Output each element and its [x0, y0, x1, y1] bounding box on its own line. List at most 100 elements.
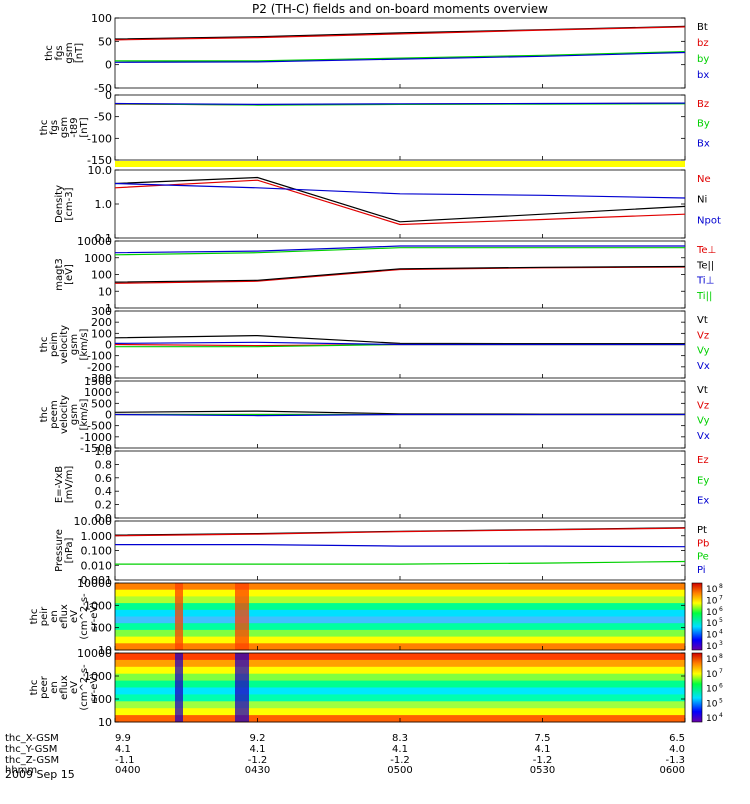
- footer-value: 4.1: [115, 744, 131, 755]
- y-tick-label: 1000: [84, 386, 112, 399]
- y-tick-label: 10: [98, 644, 112, 657]
- colorbar-tick-label: 10: [706, 631, 718, 641]
- legend-entry: Te||: [696, 260, 714, 271]
- legend-entry: Pi: [697, 565, 706, 576]
- panel-frame: [114, 240, 686, 309]
- y-axis-label: magt3[eV]: [54, 258, 75, 291]
- y-tick-label: -1000: [80, 431, 112, 444]
- panel-p2: 0 -50 -100 -150 thcfgsgsm-t89[nT] Bz By Bx: [39, 89, 710, 167]
- footer-value: 0400: [115, 765, 140, 776]
- y-tick-label: 0.4: [95, 485, 113, 498]
- footer-value: 9.9: [115, 733, 131, 744]
- y-tick-label: -150: [87, 154, 112, 167]
- y-tick-label: 300: [91, 305, 112, 318]
- panel-p8: 10.000 1.000 0.1000.010 0.001 Pressure[nPa] P…: [54, 515, 709, 587]
- colorbar-tick-label: 10: [706, 685, 718, 695]
- heatmap-band: [115, 701, 685, 709]
- y-tick-label: 10: [98, 285, 112, 298]
- legend-entry: Bz: [697, 99, 709, 110]
- y-axis-label: thcfgsgsm-t89[nT]: [39, 117, 90, 138]
- colorbar-tick-exp: 3: [719, 640, 723, 647]
- legend-entry: Ey: [697, 475, 709, 486]
- y-axis-label: thcpeimvelocitygsm[km/s]: [39, 325, 90, 364]
- heatmap-band: [115, 653, 685, 661]
- y-axis-label: thcpeirenefluxeV(cm^2-s-sr-eV): [29, 593, 100, 640]
- colorbar-tick-exp: 4: [719, 712, 723, 719]
- y-tick-label: 1.0: [95, 198, 113, 211]
- y-tick-label: 200: [91, 316, 112, 329]
- y-tick-label: -100: [87, 132, 112, 145]
- colorbar-tick-label: 10: [706, 596, 718, 606]
- panel-p3: 10.0 1.0 0.1 Density[cm-3] Ne Ni Npot: [54, 164, 721, 245]
- heatmap-band: [115, 629, 685, 638]
- series-line-Vt: [114, 334, 685, 345]
- colorbar-tick-exp: 7: [719, 668, 723, 675]
- heatmap-band: [115, 616, 685, 624]
- chart-title: P2 (TH-C) fields and on-board moments ov…: [252, 2, 548, 16]
- series-line-Ti: [114, 245, 685, 254]
- y-tick-label: -300: [87, 372, 112, 385]
- legend-entry: By: [697, 119, 710, 130]
- series-line-bz: [114, 26, 686, 41]
- legend-entry: Vy: [697, 346, 710, 357]
- heatmap-band: [115, 609, 685, 617]
- y-tick-label: 10.000: [74, 515, 113, 528]
- footer-value: 4.1: [392, 744, 408, 755]
- legend-entry: Bx: [697, 138, 710, 149]
- y-tick-label: 100: [91, 327, 112, 340]
- colorbar-tick-label: 10: [706, 585, 718, 595]
- heatmap-event: [175, 583, 183, 650]
- y-tick-label: 100: [91, 12, 112, 25]
- heatmap-band: [115, 680, 685, 688]
- footer-value: 0500: [387, 765, 412, 776]
- y-axis-label: thcpeemvelocitygsm[km/s]: [39, 395, 90, 434]
- colorbar-tick-label: 10: [706, 619, 718, 629]
- footer-value: -1.2: [390, 755, 410, 766]
- legend-entry: Te⊥: [696, 245, 716, 256]
- legend-entry: Vt: [697, 385, 708, 396]
- y-tick-label: -200: [87, 361, 112, 374]
- panel-p7: 1.00.80.60.40.20.0 E=-VxB[mV/m] Ez Ey Ex: [54, 445, 709, 525]
- y-tick-label: 10: [98, 716, 112, 729]
- y-tick-label: 10000: [77, 235, 112, 248]
- y-tick-label: 100: [91, 693, 112, 706]
- y-tick-label: 10000: [77, 647, 112, 660]
- footer-value: -1.2: [533, 755, 553, 766]
- footer-value: 4.1: [535, 744, 551, 755]
- y-tick-label: 0.0: [95, 512, 113, 525]
- colorbar-tick-exp: 4: [719, 629, 723, 636]
- series-line-Pb: [114, 527, 686, 537]
- series-line-Ne: [114, 179, 686, 226]
- series-line-by: [115, 51, 686, 62]
- separator-bar: [115, 161, 685, 167]
- y-tick-label: 100: [91, 269, 112, 282]
- legend-entry: Vx: [697, 361, 710, 372]
- y-axis-label: thcpeerenefluxeV(cm^2-s-sr-eV): [29, 664, 100, 711]
- y-tick-label: 1: [105, 302, 112, 315]
- y-tick-label: 50: [98, 35, 112, 48]
- colorbar-tick-exp: 7: [719, 594, 723, 601]
- footer-row-label: hhmm: [5, 765, 37, 776]
- y-tick-label: 0.8: [95, 458, 113, 471]
- panel-p4: 10000 1000 100 10 1 magt3[eV] Te⊥ Te|| Ti⊥ Ti||: [54, 235, 716, 315]
- colorbar-tick-label: 10: [706, 655, 718, 665]
- y-tick-label: 0.1: [95, 232, 113, 245]
- y-tick-label: 500: [91, 397, 112, 410]
- panel-frame: [114, 450, 686, 519]
- footer-value: 4.0: [669, 744, 685, 755]
- footer-value: 0600: [660, 765, 685, 776]
- heatmap-band: [115, 603, 685, 611]
- y-axis-label: thcfgsgsm[nT]: [44, 42, 85, 63]
- legend-entry: Vy: [697, 416, 710, 427]
- legend-entry: Pt: [697, 525, 707, 536]
- heatmap-band: [115, 687, 685, 695]
- panel-frame: [114, 520, 686, 581]
- legend-entry: Ni: [697, 195, 707, 206]
- y-tick-label: 1500: [84, 375, 112, 388]
- heatmap-band: [115, 589, 685, 597]
- legend-entry: by: [697, 54, 709, 65]
- y-tick-label: -1500: [80, 442, 112, 455]
